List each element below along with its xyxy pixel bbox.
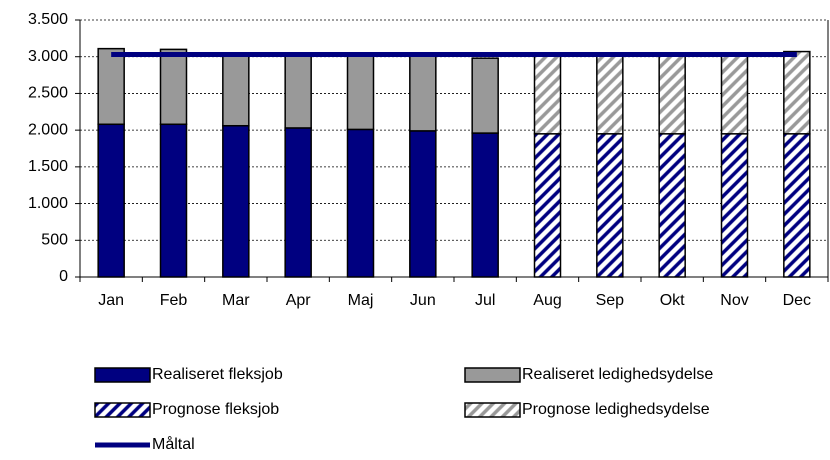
x-tick-label: Jun — [410, 292, 436, 309]
x-tick-label: Jul — [475, 292, 495, 309]
bar — [97, 123, 125, 278]
legend-label: Måltal — [152, 435, 195, 453]
bar — [471, 132, 499, 278]
bar — [409, 55, 437, 132]
bar — [596, 53, 624, 135]
x-tick-label: Feb — [160, 292, 188, 309]
x-tick-label: Nov — [720, 292, 748, 309]
x-tick-label: Okt — [660, 292, 685, 309]
y-tick-label: 3.500 — [28, 11, 68, 28]
y-tick-label: 1.000 — [28, 195, 68, 212]
y-tick-label: 2.000 — [28, 121, 68, 138]
x-tick-label: Apr — [286, 292, 312, 309]
bar — [409, 130, 437, 278]
legend-swatch — [94, 367, 151, 383]
legend-label: Prognose fleksjob — [152, 401, 279, 418]
bar — [533, 133, 562, 278]
bar — [222, 124, 250, 278]
x-tick-label: Sep — [596, 292, 625, 309]
bar — [533, 53, 562, 135]
bar — [720, 53, 749, 135]
bar — [159, 123, 188, 278]
bar — [346, 128, 375, 278]
legend-swatch — [464, 402, 521, 418]
bar — [346, 54, 375, 131]
y-tick-label: 3.000 — [28, 48, 68, 65]
legend-label: Realiseret ledighedsydelse — [522, 366, 713, 383]
bar — [97, 47, 125, 126]
bar — [284, 53, 312, 129]
x-tick-label: Dec — [783, 292, 811, 309]
x-tick-label: Mar — [222, 292, 250, 309]
legend-swatch — [464, 367, 521, 383]
bar — [222, 53, 250, 127]
bar — [596, 133, 624, 278]
bar — [783, 133, 811, 278]
y-tick-label: 2.500 — [28, 85, 68, 102]
bar — [284, 127, 312, 278]
x-tick-label: Maj — [348, 292, 374, 309]
legend-swatch — [94, 402, 151, 418]
y-tick-label: 500 — [41, 232, 68, 249]
legend-label: Realiseret fleksjob — [152, 366, 283, 383]
y-tick-label: 1.500 — [28, 158, 68, 175]
bar — [783, 50, 811, 135]
x-tick-label: Aug — [533, 292, 561, 309]
x-tick-label: Jan — [98, 292, 124, 309]
bar — [159, 48, 188, 126]
bar — [658, 53, 686, 135]
legend-label: Prognose ledighedsydelse — [522, 401, 710, 418]
bar — [658, 133, 686, 278]
y-tick-label: 0 — [59, 268, 68, 285]
bar — [471, 57, 499, 134]
bar — [720, 133, 749, 278]
